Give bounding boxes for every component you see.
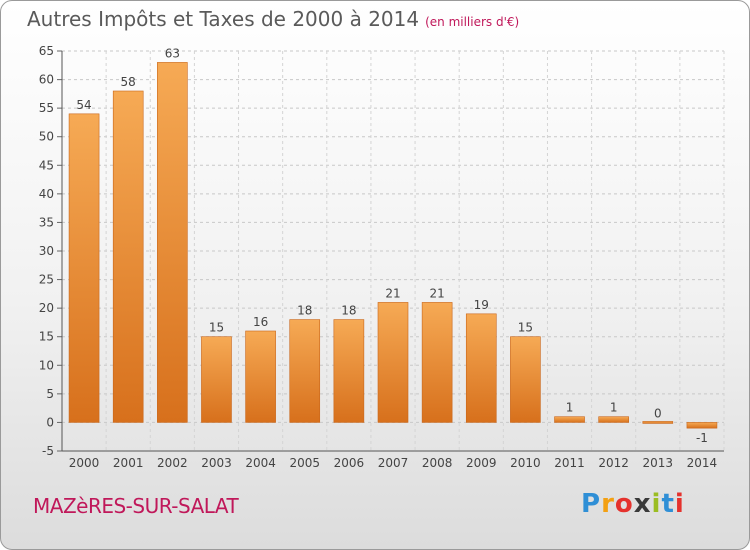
y-tick-label: 0 bbox=[46, 415, 54, 429]
value-label-2003: 15 bbox=[209, 321, 224, 335]
x-tick-label-2003: 2003 bbox=[201, 456, 232, 470]
x-tick-label-2014: 2014 bbox=[687, 456, 718, 470]
value-label-2012: 1 bbox=[610, 401, 618, 415]
bar-2010 bbox=[510, 336, 541, 423]
brand-letter: i bbox=[674, 489, 685, 519]
chart-subtitle: (en milliers d'€) bbox=[425, 15, 520, 29]
x-tick-label-2012: 2012 bbox=[598, 456, 629, 470]
value-label-2011: 1 bbox=[566, 401, 574, 415]
brand-letter: t bbox=[661, 489, 675, 519]
bar-2011 bbox=[554, 416, 585, 423]
value-label-2008: 21 bbox=[429, 286, 444, 300]
bar-2012 bbox=[598, 416, 629, 423]
y-tick-label: 5 bbox=[46, 387, 54, 401]
bar-2000 bbox=[68, 113, 100, 423]
value-label-2000: 54 bbox=[76, 98, 91, 112]
y-tick-label: 65 bbox=[39, 44, 54, 58]
y-tick-label: 20 bbox=[39, 301, 54, 315]
value-label-2005: 18 bbox=[297, 304, 312, 318]
y-tick-label: 60 bbox=[39, 73, 54, 87]
bar-2001 bbox=[112, 90, 144, 423]
x-tick-label-2011: 2011 bbox=[554, 456, 585, 470]
value-label-2013: 0 bbox=[654, 406, 662, 420]
x-tick-label-2001: 2001 bbox=[113, 456, 144, 470]
bar-2008 bbox=[421, 302, 453, 423]
bar-2003 bbox=[201, 336, 232, 423]
brand-letter: P bbox=[581, 489, 602, 519]
bar-2014 bbox=[686, 422, 718, 429]
value-label-2001: 58 bbox=[121, 75, 136, 89]
y-tick-label: -5 bbox=[42, 444, 54, 458]
value-label-2007: 21 bbox=[385, 286, 400, 300]
y-tick-label: 25 bbox=[39, 273, 54, 287]
brand-logo: Proxiti bbox=[581, 489, 685, 519]
value-label-2014: -1 bbox=[696, 431, 708, 445]
bar-2013 bbox=[642, 421, 674, 424]
bar-2005 bbox=[289, 319, 321, 423]
x-tick-label-2013: 2013 bbox=[643, 456, 674, 470]
x-tick-label-2009: 2009 bbox=[466, 456, 497, 470]
bar-2004 bbox=[245, 330, 276, 423]
x-tick-label-2004: 2004 bbox=[245, 456, 276, 470]
bar-2002 bbox=[157, 62, 188, 423]
y-tick-label: 15 bbox=[39, 330, 54, 344]
y-tick-label: 45 bbox=[39, 158, 54, 172]
value-label-2006: 18 bbox=[341, 304, 356, 318]
brand-letter: r bbox=[601, 489, 615, 519]
brand-letter: o bbox=[614, 489, 634, 519]
bar-2009 bbox=[465, 313, 497, 423]
x-tick-label-2002: 2002 bbox=[157, 456, 188, 470]
bar-2006 bbox=[333, 319, 365, 423]
y-tick-label: 55 bbox=[39, 101, 54, 115]
value-label-2004: 16 bbox=[253, 315, 268, 329]
x-tick-label-2007: 2007 bbox=[378, 456, 409, 470]
x-tick-label-2008: 2008 bbox=[422, 456, 453, 470]
brand-letter: i bbox=[651, 489, 662, 519]
x-tick-label-2010: 2010 bbox=[510, 456, 541, 470]
y-tick-label: 50 bbox=[39, 130, 54, 144]
y-tick-label: 30 bbox=[39, 244, 54, 258]
value-label-2010: 15 bbox=[518, 321, 533, 335]
x-tick-label-2005: 2005 bbox=[289, 456, 320, 470]
value-label-2009: 19 bbox=[474, 298, 489, 312]
value-label-2002: 63 bbox=[165, 46, 180, 60]
chart-title: Autres Impôts et Taxes de 2000 à 2014 (en… bbox=[27, 7, 519, 31]
place-name: MAZèRES-SUR-SALAT bbox=[33, 494, 239, 518]
brand-letter: x bbox=[633, 489, 652, 519]
y-tick-label: 40 bbox=[39, 187, 54, 201]
bar-2007 bbox=[377, 302, 409, 423]
chart-title-text: Autres Impôts et Taxes de 2000 à 2014 bbox=[27, 7, 420, 31]
y-tick-label: 35 bbox=[39, 215, 54, 229]
y-tick-label: 10 bbox=[39, 358, 54, 372]
x-tick-label-2000: 2000 bbox=[69, 456, 100, 470]
x-tick-label-2006: 2006 bbox=[334, 456, 365, 470]
